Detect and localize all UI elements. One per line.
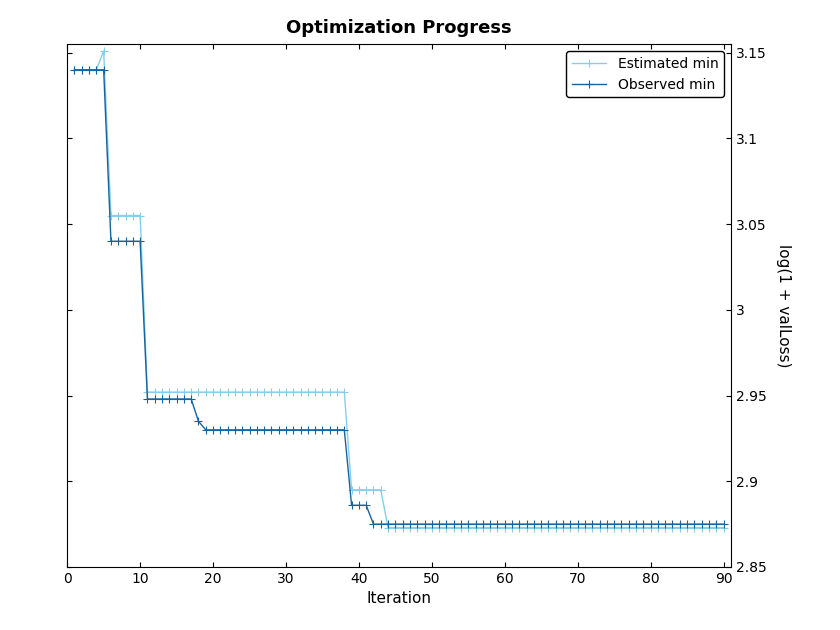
Estimated min [98,47,108,55]
Line: Estimated min: Estimated min [70,47,728,532]
X-axis label: Iteration: Iteration [366,592,432,607]
Title: Optimization Progress: Optimization Progress [286,19,512,37]
Estimated min [638,524,648,531]
Line: Observed min: Observed min [70,66,728,529]
Estimated min [274,388,284,396]
Observed min [369,520,379,528]
Legend: Estimated min, Observed min: Estimated min, Observed min [566,51,724,97]
Observed min [157,395,167,403]
Estimated min [704,524,714,531]
Observed min [529,520,539,528]
Estimated min [623,524,633,531]
Observed min [617,520,627,528]
Y-axis label: log(1 + valLoss): log(1 + valLoss) [776,244,791,367]
Estimated min [165,388,175,396]
Observed min [266,426,276,433]
Estimated min [718,524,728,531]
Observed min [70,66,80,74]
Estimated min [70,66,80,74]
Estimated min [383,524,393,531]
Observed min [718,520,728,528]
Observed min [696,520,706,528]
Observed min [631,520,641,528]
Estimated min [536,524,546,531]
